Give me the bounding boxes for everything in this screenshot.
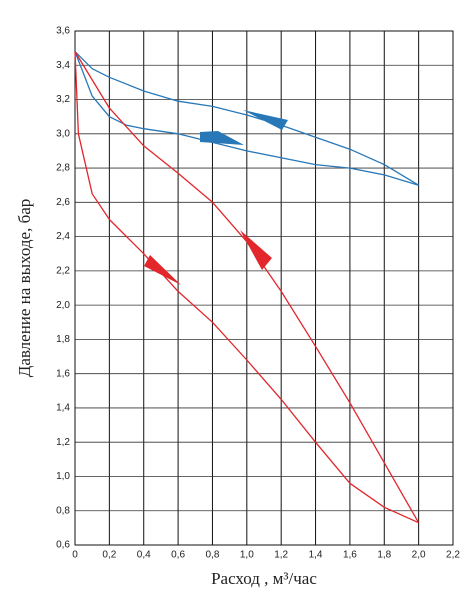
x-tick-label: 0,8	[206, 550, 220, 561]
x-tick-label: 0	[72, 550, 78, 561]
y-tick-label: 1,0	[56, 471, 70, 482]
y-tick-label: 1,2	[56, 437, 70, 448]
x-tick-label: 1,0	[240, 550, 254, 561]
x-tick-label: 0,6	[171, 550, 185, 561]
y-tick-label: 3,6	[56, 26, 70, 37]
plot-frame	[74, 30, 454, 546]
flow-arrow	[200, 131, 244, 145]
y-tick-label: 2,2	[56, 266, 70, 277]
y-tick-label: 1,6	[56, 368, 70, 379]
y-tick-label: 2,4	[56, 231, 70, 242]
flow-arrow	[240, 230, 272, 270]
y-tick-label: 3,2	[56, 94, 70, 105]
x-tick-label: 1,6	[343, 550, 357, 561]
flow-arrow	[243, 110, 288, 130]
x-tick-label: 2,0	[412, 550, 426, 561]
y-tick-label: 3,0	[56, 128, 70, 139]
y-tick-label: 1,4	[56, 403, 70, 414]
y-tick-label: 2,0	[56, 300, 70, 311]
y-tick-label: 0,6	[56, 540, 70, 551]
flow-arrow	[144, 255, 181, 285]
series-line	[74, 51, 419, 524]
arrows	[144, 110, 288, 285]
y-tick-label: 2,6	[56, 197, 70, 208]
series-line	[74, 51, 419, 186]
x-tick-label: 1,8	[377, 550, 391, 561]
y-tick-label: 3,4	[56, 60, 70, 71]
y-tick-label: 2,8	[56, 163, 70, 174]
x-axis-label: Расход , м³/час	[211, 569, 317, 588]
series-line	[74, 51, 419, 186]
x-tick-label: 0,2	[102, 550, 116, 561]
x-tick-label: 2,2	[446, 550, 460, 561]
x-tick-label: 1,2	[274, 550, 288, 561]
y-axis-label: Давление на выходе, бар	[15, 199, 34, 378]
y-tick-label: 0,8	[56, 505, 70, 516]
grid: 0 0,2 0,4 0,6 0,8 1,0 1,2 1,4 1,6 1,8 2,0 2,2 0,6 0,8…	[56, 26, 460, 561]
y-tick-label: 1,8	[56, 334, 70, 345]
x-tick-label: 1,4	[309, 550, 323, 561]
x-tick-label: 0,4	[137, 550, 151, 561]
